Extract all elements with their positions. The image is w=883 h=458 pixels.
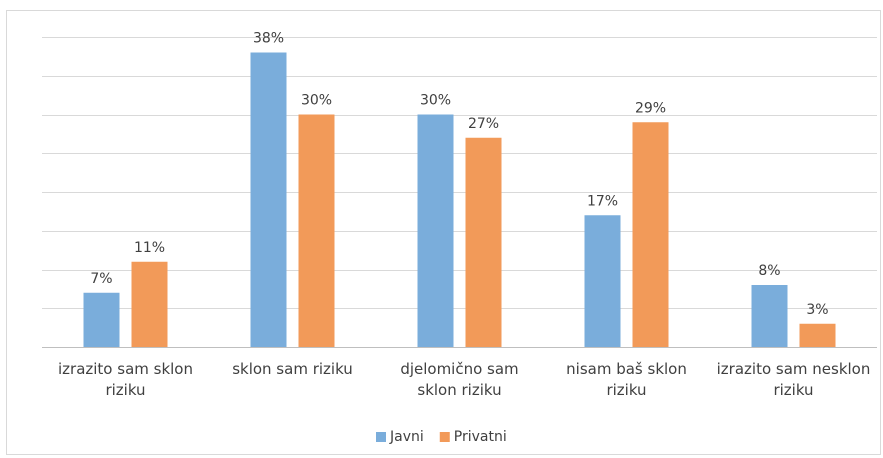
data-label: 17%	[587, 193, 618, 209]
x-tick-label: sklon sam riziku	[232, 360, 353, 378]
legend-swatch	[439, 432, 450, 442]
bar	[584, 215, 621, 347]
x-tick-label: izrazito sam nesklon riziku	[716, 360, 871, 399]
data-label: 38%	[253, 31, 284, 47]
legend-label: Javni	[389, 429, 424, 445]
bar	[632, 122, 669, 347]
data-label: 3%	[806, 302, 828, 318]
bar	[83, 292, 120, 347]
data-label: 8%	[758, 263, 780, 279]
bar	[250, 52, 287, 347]
data-label: 7%	[90, 271, 112, 287]
x-tick-label: izrazito sam sklon riziku	[57, 360, 193, 399]
data-label: 27%	[468, 116, 499, 132]
data-label: 30%	[420, 93, 451, 109]
chart-frame	[6, 10, 881, 455]
bar	[751, 285, 788, 347]
x-tick-label: djelomično sam sklon riziku	[400, 360, 519, 399]
data-label: 29%	[635, 100, 666, 116]
data-label: 11%	[134, 240, 165, 256]
bar	[799, 323, 836, 347]
x-tick-label: nisam baš sklon riziku	[566, 360, 687, 399]
bar	[417, 114, 454, 347]
bar	[465, 137, 502, 347]
legend-swatch	[376, 432, 386, 442]
data-label: 30%	[301, 93, 332, 109]
bar	[298, 114, 335, 347]
legend-label: Privatni	[454, 429, 507, 445]
bar	[131, 261, 168, 347]
